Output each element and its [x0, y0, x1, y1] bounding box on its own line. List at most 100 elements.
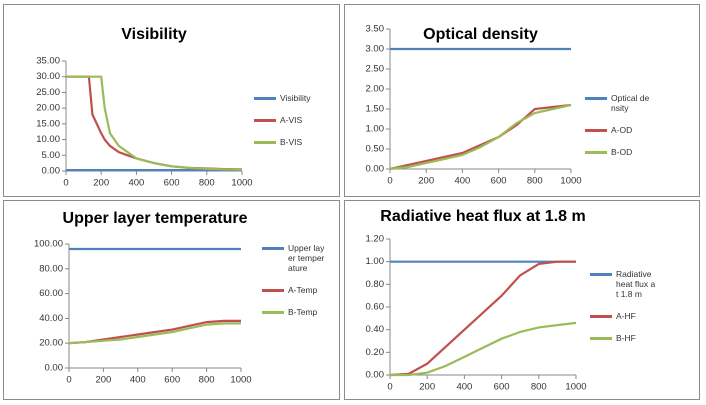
y-tick-label: 0.00 [366, 164, 385, 175]
y-tick-label: 10.00 [36, 134, 60, 145]
legend: Radiative heat flux at 1.8 m A-HF B-HF [590, 269, 656, 355]
legend-swatch [262, 289, 284, 292]
chart-panel: Upper layer temperature 0.00 20.00 40.00 60.… [3, 200, 340, 400]
legend-item: Optical density [585, 93, 651, 113]
legend-swatch [254, 97, 276, 100]
y-tick-label: 30.00 [36, 71, 60, 82]
x-tick-label: 600 [494, 382, 510, 393]
x-tick-label: 1000 [230, 375, 251, 386]
x-tick-label: 400 [454, 176, 470, 187]
y-tick-label: 5.00 [42, 150, 61, 161]
legend-item: B-VIS [254, 137, 320, 147]
chart: Visibility 0.00 5.00 10.00 15.00 20.00 25.00 30… [36, 26, 252, 189]
legend-item: A-Temp [262, 285, 328, 295]
y-tick-label: 0.80 [366, 279, 385, 290]
series-line [389, 103, 572, 171]
y-tick-label: 100.00 [34, 239, 63, 250]
x-tick-label: 200 [93, 178, 109, 189]
x-tick-label: 200 [419, 382, 435, 393]
chart-panel: Optical density 0.00 0.50 1.00 1.50 2.00 2.50 3… [344, 4, 700, 197]
legend: Visibility A-VIS B-VIS [254, 93, 320, 159]
legend-item: Upper layer temperature [262, 243, 328, 273]
legend: Upper layer temperature A-Temp B-Temp [262, 243, 328, 329]
y-tick-label: 0.20 [366, 347, 385, 358]
legend-swatch [590, 273, 612, 276]
x-tick-label: 1000 [565, 382, 586, 393]
legend-label: B-VIS [280, 137, 303, 147]
chart-panel: Radiative heat flux at 1.8 m 0.00 0.20 0.40… [344, 200, 700, 400]
y-tick-label: 0.00 [42, 166, 61, 177]
y-tick-label: 2.50 [366, 64, 385, 75]
legend-label: Radiative heat flux at 1.8 m [616, 269, 656, 299]
legend-item: Radiative heat flux at 1.8 m [590, 269, 656, 299]
y-tick-label: 1.50 [366, 104, 385, 115]
y-tick-label: 0.40 [366, 324, 385, 335]
y-tick-label: 20.00 [36, 103, 60, 114]
chart-panel: Visibility 0.00 5.00 10.00 15.00 20.00 25.00 30… [3, 4, 340, 197]
legend-label: Visibility [280, 93, 311, 103]
x-tick-label: 0 [387, 382, 392, 393]
x-tick-label: 400 [128, 178, 144, 189]
x-tick-label: 600 [164, 178, 180, 189]
legend-swatch [590, 315, 612, 318]
y-tick-label: 3.00 [366, 44, 385, 55]
x-tick-label: 200 [95, 375, 111, 386]
y-tick-label: 20.00 [39, 338, 63, 349]
legend-label: A-VIS [280, 115, 303, 125]
legend-swatch [585, 97, 607, 100]
legend-item: A-OD [585, 125, 651, 135]
series-line [68, 322, 241, 345]
chart-title: Upper layer temperature [63, 210, 248, 227]
x-tick-label: 800 [199, 375, 215, 386]
legend-item: B-HF [590, 333, 656, 343]
y-tick-label: 1.20 [366, 234, 385, 245]
y-tick-label: 40.00 [39, 313, 63, 324]
legend-item: A-VIS [254, 115, 320, 125]
legend-label: B-OD [611, 147, 633, 157]
x-tick-label: 800 [199, 178, 215, 189]
chart: Radiative heat flux at 1.8 m 0.00 0.20 0.40… [366, 208, 587, 393]
y-tick-label: 80.00 [39, 263, 63, 274]
x-tick-label: 0 [66, 375, 71, 386]
legend-swatch [262, 311, 284, 314]
x-tick-label: 400 [456, 382, 472, 393]
y-tick-label: 60.00 [39, 288, 63, 299]
chart: Upper layer temperature 0.00 20.00 40.00 60.… [34, 210, 252, 386]
legend-item: B-Temp [262, 307, 328, 317]
legend-item: Visibility [254, 93, 320, 103]
x-tick-label: 1000 [231, 178, 252, 189]
legend-item: B-OD [585, 147, 651, 157]
legend-label: Optical density [611, 93, 650, 113]
x-tick-label: 200 [418, 176, 434, 187]
legend-swatch [254, 119, 276, 122]
legend-label: A-OD [611, 125, 633, 135]
series-line [389, 103, 572, 171]
series-line [390, 321, 577, 377]
y-tick-label: 3.50 [366, 24, 385, 35]
legend-label: Upper layer temperature [288, 243, 325, 273]
x-tick-label: 600 [491, 176, 507, 187]
y-tick-label: 2.00 [366, 84, 385, 95]
y-tick-label: 35.00 [36, 56, 60, 67]
x-tick-label: 800 [531, 382, 547, 393]
y-tick-label: 0.00 [45, 363, 64, 374]
legend-swatch [262, 247, 284, 250]
y-tick-label: 1.00 [366, 124, 385, 135]
legend-swatch [585, 151, 607, 154]
y-tick-label: 0.50 [366, 144, 385, 155]
chart-title: Visibility [121, 26, 187, 43]
x-tick-label: 800 [527, 176, 543, 187]
legend-item: A-HF [590, 311, 656, 321]
y-tick-label: 0.60 [366, 302, 385, 313]
y-tick-label: 0.00 [366, 370, 385, 381]
legend-swatch [590, 337, 612, 340]
legend-swatch [585, 129, 607, 132]
series-line [66, 75, 243, 171]
legend-swatch [254, 141, 276, 144]
x-tick-label: 1000 [560, 176, 581, 187]
y-tick-label: 25.00 [36, 87, 60, 98]
chart-title: Radiative heat flux at 1.8 m [380, 208, 585, 225]
x-tick-label: 0 [63, 178, 68, 189]
legend-label: B-HF [616, 333, 636, 343]
